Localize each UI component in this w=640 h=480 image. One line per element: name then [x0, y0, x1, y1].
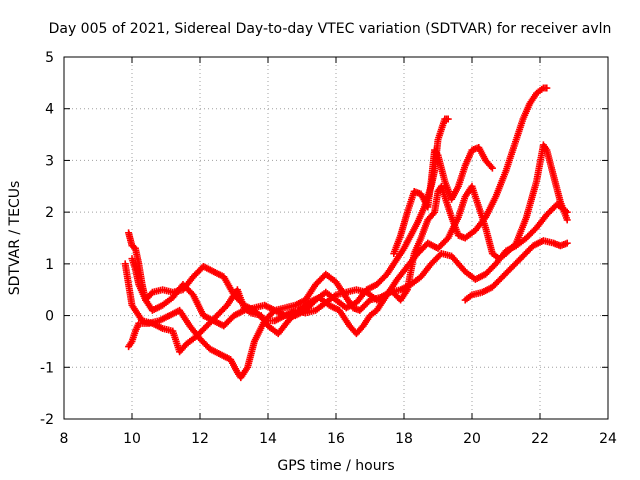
y-tick-label: 3 [45, 153, 54, 169]
grid-lines [64, 57, 608, 419]
data-point-marker [563, 208, 571, 216]
series-track-5 [390, 144, 496, 258]
data-point-marker [444, 115, 452, 123]
x-tick-label: 22 [531, 431, 549, 447]
x-tick-label: 16 [327, 431, 345, 447]
data-point-marker [563, 239, 571, 247]
y-tick-label: -1 [40, 360, 54, 376]
chart-title: Day 005 of 2021, Sidereal Day-to-day VTE… [49, 21, 612, 37]
y-tick-label: -2 [40, 412, 54, 428]
axis-ticks [63, 56, 609, 420]
x-tick-label: 18 [395, 431, 413, 447]
series-track-2 [125, 200, 571, 382]
y-tick-label: 0 [45, 309, 54, 325]
x-tick-label: 12 [191, 431, 209, 447]
data-point-marker [563, 216, 571, 224]
x-axis-label: GPS time / hours [277, 458, 394, 474]
y-tick-label: 4 [45, 102, 54, 118]
x-tick-label: 14 [259, 431, 277, 447]
series-track-6 [461, 237, 571, 304]
x-tick-label: 10 [123, 431, 141, 447]
x-tick-label: 20 [463, 431, 481, 447]
y-axis-label: SDTVAR / TECUs [7, 181, 23, 296]
data-point-marker [543, 84, 551, 92]
y-tick-label: 1 [45, 257, 54, 273]
y-tick-label: 5 [45, 50, 54, 66]
data-point-marker [488, 164, 496, 172]
x-tick-label: 24 [599, 431, 617, 447]
y-tick-label: 2 [45, 205, 54, 221]
x-tick-label: 8 [60, 431, 69, 447]
data-layer [121, 84, 571, 382]
